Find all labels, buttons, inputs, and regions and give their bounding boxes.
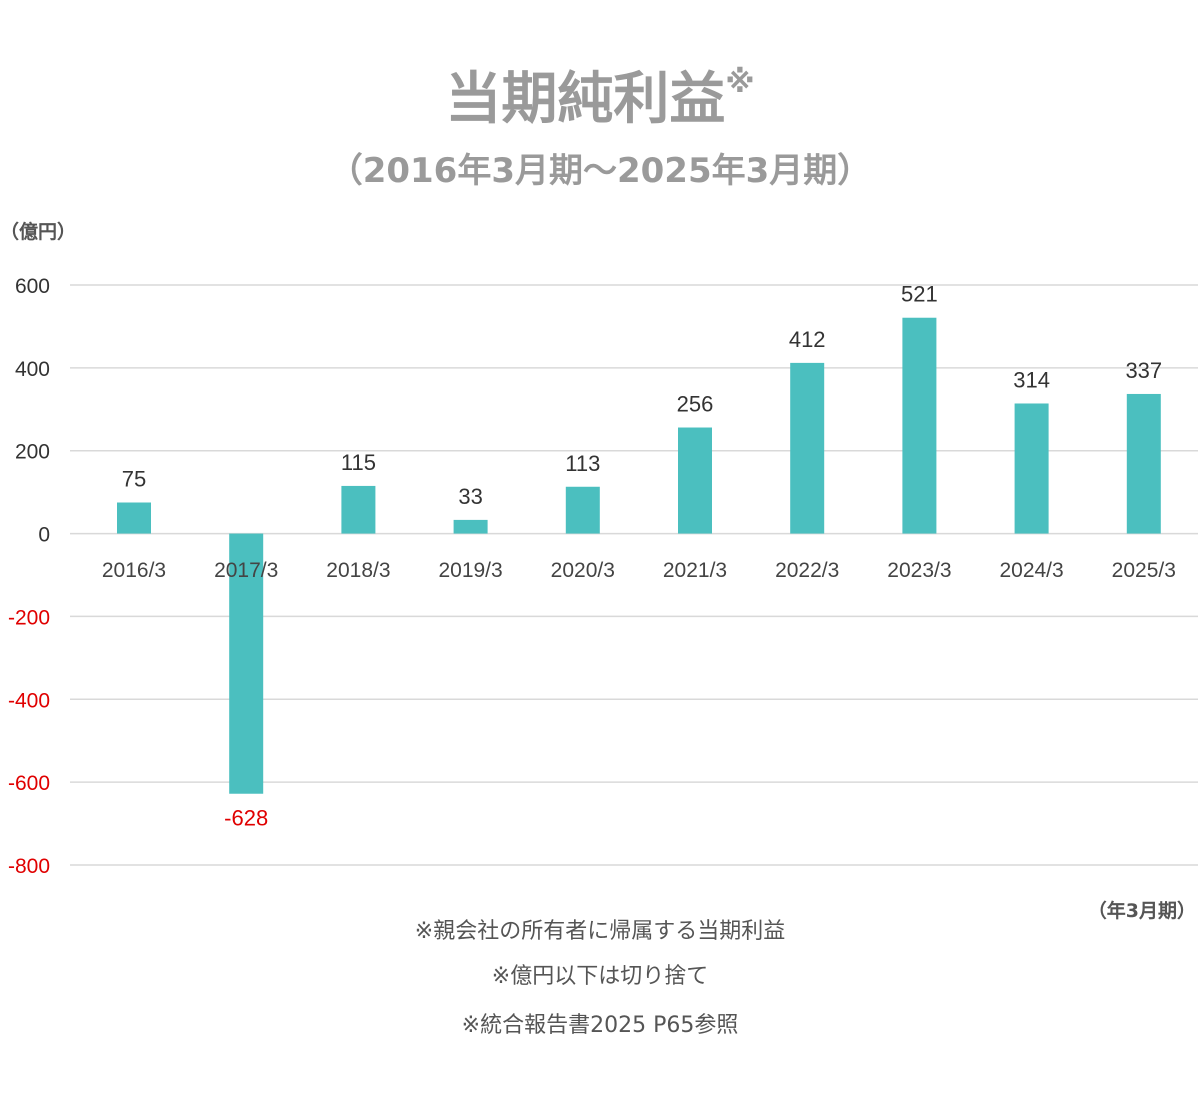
data-label: 521 (901, 282, 938, 307)
x-tick-label: 2021/3 (663, 559, 727, 582)
x-axis-unit-label: （年3月期） (1088, 899, 1196, 922)
chart-title-text: 当期純利益 (445, 67, 725, 132)
chart-title: 当期純利益※ (445, 65, 754, 132)
y-tick-label: -600 (8, 772, 50, 795)
x-tick-label: 2023/3 (887, 559, 951, 582)
data-label: 256 (677, 392, 714, 417)
y-tick-label: -800 (8, 855, 50, 878)
note-3: ※統合報告書2025 P65参照 (462, 1013, 739, 1038)
x-tick-label: 2016/3 (102, 559, 166, 582)
chart-subtitle: （2016年3月期〜2025年3月期） (329, 151, 872, 191)
x-tick-label: 2019/3 (438, 559, 502, 582)
data-label: 412 (789, 327, 826, 352)
data-label: 75 (122, 467, 146, 492)
x-tick-label: 2024/3 (999, 559, 1063, 582)
y-tick-label: 600 (15, 275, 50, 298)
x-tick-label: 2022/3 (775, 559, 839, 582)
data-label: 33 (458, 484, 482, 509)
y-tick-label: -200 (8, 606, 50, 629)
note-2: ※億円以下は切り捨て (492, 964, 708, 989)
note-1: ※親会社の所有者に帰属する当期利益 (415, 919, 785, 944)
data-label: 115 (341, 450, 376, 475)
x-tick-label: 2025/3 (1112, 559, 1176, 582)
x-tick-label: 2017/3 (214, 559, 278, 582)
bar-2022-3 (790, 362, 825, 534)
bar-2016-3 (117, 502, 151, 534)
y-tick-label: 400 (15, 358, 50, 381)
bar-2017-3 (229, 533, 264, 794)
y-axis-unit-label: （億円） (0, 220, 76, 243)
bar-2023-3 (902, 317, 937, 534)
bar-2020-3 (565, 486, 600, 534)
y-tick-label: 200 (15, 441, 50, 464)
data-label: 337 (1125, 358, 1162, 383)
chart-title-mark: ※ (725, 65, 754, 100)
x-axis-ticks: 2016/3 2017/3 2018/3 2019/3 2020/3 2021/3 2022… (102, 559, 1176, 582)
bar-2021-3 (678, 427, 712, 534)
x-tick-label: 2020/3 (551, 559, 615, 582)
y-tick-label: -400 (8, 689, 50, 712)
bar-2019-3 (453, 519, 488, 534)
data-label: 113 (565, 451, 600, 476)
x-tick-label: 2018/3 (326, 559, 390, 582)
bar-2024-3 (1014, 403, 1049, 534)
data-label: -628 (224, 806, 268, 831)
y-tick-label: 0 (38, 524, 50, 547)
bar-2018-3 (341, 485, 376, 534)
data-labels: 75 -628 115 33 113 256 412 521 314 337 (122, 282, 1162, 831)
data-label: 314 (1013, 367, 1050, 392)
bars (117, 317, 1161, 794)
bar-2025-3 (1126, 393, 1161, 534)
y-axis-ticks: 600 400 200 0 -200 -400 -600 -800 (8, 275, 50, 878)
